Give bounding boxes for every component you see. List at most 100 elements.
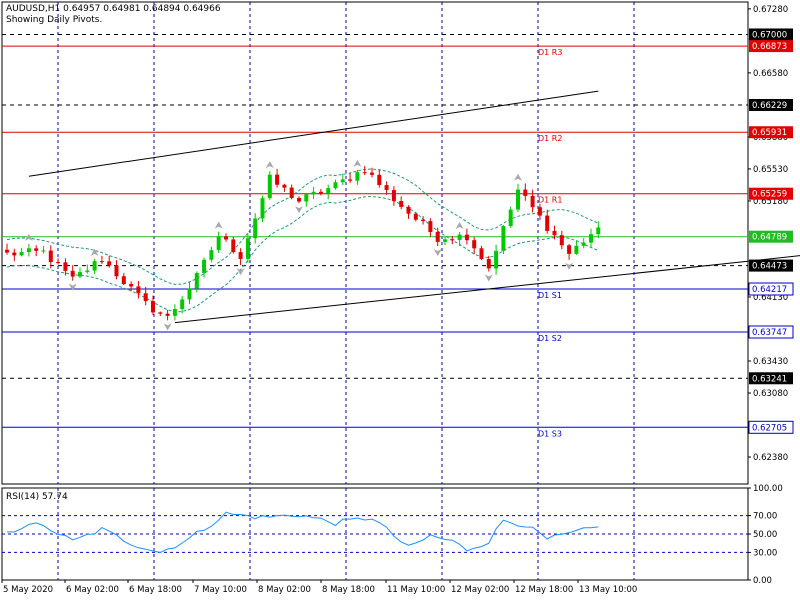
time-label: 8 May 18:00 [322, 585, 375, 595]
price-label: 0.62705 [752, 423, 787, 433]
fractal-down-icon [236, 268, 245, 276]
rsi-tick-label: 0.00 [753, 576, 772, 586]
candle-body [92, 261, 97, 271]
candle-body [537, 207, 542, 216]
candle-body [297, 197, 301, 202]
candle-body [70, 270, 75, 277]
fractal-up-icon [353, 159, 362, 167]
candle-body [216, 236, 221, 251]
candle-body [260, 198, 265, 219]
candle-body [530, 195, 535, 208]
candle-body [333, 182, 338, 189]
rsi-label: RSI(14) 57.74 [6, 492, 68, 502]
candle-body [5, 249, 9, 253]
price-label-box [749, 372, 793, 385]
candle-body [282, 184, 287, 188]
time-label: 6 May 02:00 [66, 585, 119, 595]
trend-line [28, 90, 599, 177]
price-tick-label: 0.65530 [753, 165, 788, 175]
fractal-up-icon [24, 233, 33, 241]
fractal-down-icon [565, 262, 574, 270]
candle-body [85, 270, 90, 273]
price-label-box [749, 259, 793, 272]
candle-body [523, 189, 528, 196]
candle-body [238, 252, 243, 259]
candle-body [121, 276, 126, 285]
price-tick-label: 0.65180 [753, 197, 788, 207]
candle-body [99, 261, 104, 263]
price-label-box [749, 230, 793, 243]
envelope-lower [6, 195, 599, 313]
pivot-label: D1 R1 [538, 196, 562, 205]
time-label: 11 May 10:00 [387, 585, 445, 595]
candle-body [151, 301, 155, 313]
rsi-line [6, 511, 599, 554]
candle-body [304, 194, 309, 202]
price-label: 0.63747 [752, 328, 787, 338]
candle-body [26, 248, 31, 253]
envelope-upper [6, 168, 599, 285]
price-label: 0.67000 [752, 30, 787, 40]
candle-body [399, 201, 404, 207]
rsi-tick-label: 50.00 [753, 530, 777, 540]
candle-body [384, 185, 389, 190]
fractal-down-icon [68, 283, 77, 291]
pivot-status-text: Showing Daily Pivots. [6, 15, 103, 25]
candle-body [158, 312, 163, 314]
candle-body [180, 299, 185, 309]
price-label-box [749, 98, 793, 111]
candle-body [516, 189, 520, 210]
candle-body [275, 174, 280, 185]
candle-body [19, 252, 24, 256]
time-label: 5 May 2020 [3, 585, 53, 595]
price-label: 0.63241 [752, 374, 787, 384]
fractal-down-icon [484, 274, 493, 282]
candle-body [348, 179, 353, 181]
candle-body [596, 227, 601, 235]
candle-body [209, 250, 214, 260]
rsi-tick-label: 70.00 [753, 512, 777, 522]
time-label: 13 May 10:00 [579, 585, 637, 595]
candle-body [224, 236, 228, 240]
candle-body [253, 218, 258, 239]
candle-body [494, 250, 499, 269]
fractal-up-icon [265, 161, 274, 169]
candle-body [202, 259, 207, 274]
candle-body [267, 174, 272, 199]
trend-line [174, 255, 800, 324]
fractal-up-icon [214, 221, 223, 229]
candle-body [508, 209, 513, 227]
pivot-label: D1 R2 [538, 134, 562, 143]
price-label: 0.64789 [752, 233, 787, 243]
price-label: 0.66229 [752, 101, 787, 111]
fractal-up-icon [90, 248, 99, 256]
candle-body [406, 206, 411, 214]
rsi-tick-label: 100.00 [753, 484, 783, 494]
candle-body [48, 250, 53, 262]
candle-body [107, 261, 112, 266]
pivot-label: D1 S2 [538, 334, 562, 343]
candle-body [311, 191, 316, 195]
pivot-label: D1 S1 [538, 291, 562, 300]
candle-body [41, 250, 46, 252]
candle-body [187, 288, 192, 300]
candle-body [318, 191, 323, 194]
price-tick-label: 0.67280 [753, 5, 788, 15]
candle-body [567, 245, 572, 254]
candle-body [231, 239, 236, 253]
price-label-box [748, 420, 794, 434]
candle-body [362, 172, 367, 174]
candle-body [545, 215, 550, 231]
candle-body [581, 242, 586, 246]
pivot-label: D1 S3 [538, 429, 562, 438]
candle-body [355, 172, 360, 181]
price-tick-label: 0.62380 [753, 453, 788, 463]
candle-body [194, 273, 199, 289]
candle-body [552, 230, 557, 236]
fractal-down-icon [433, 248, 442, 256]
candle-body [464, 234, 469, 241]
candle-body [391, 189, 396, 202]
pivot-label: D1 R3 [538, 48, 562, 57]
price-label: 0.64473 [752, 262, 787, 272]
